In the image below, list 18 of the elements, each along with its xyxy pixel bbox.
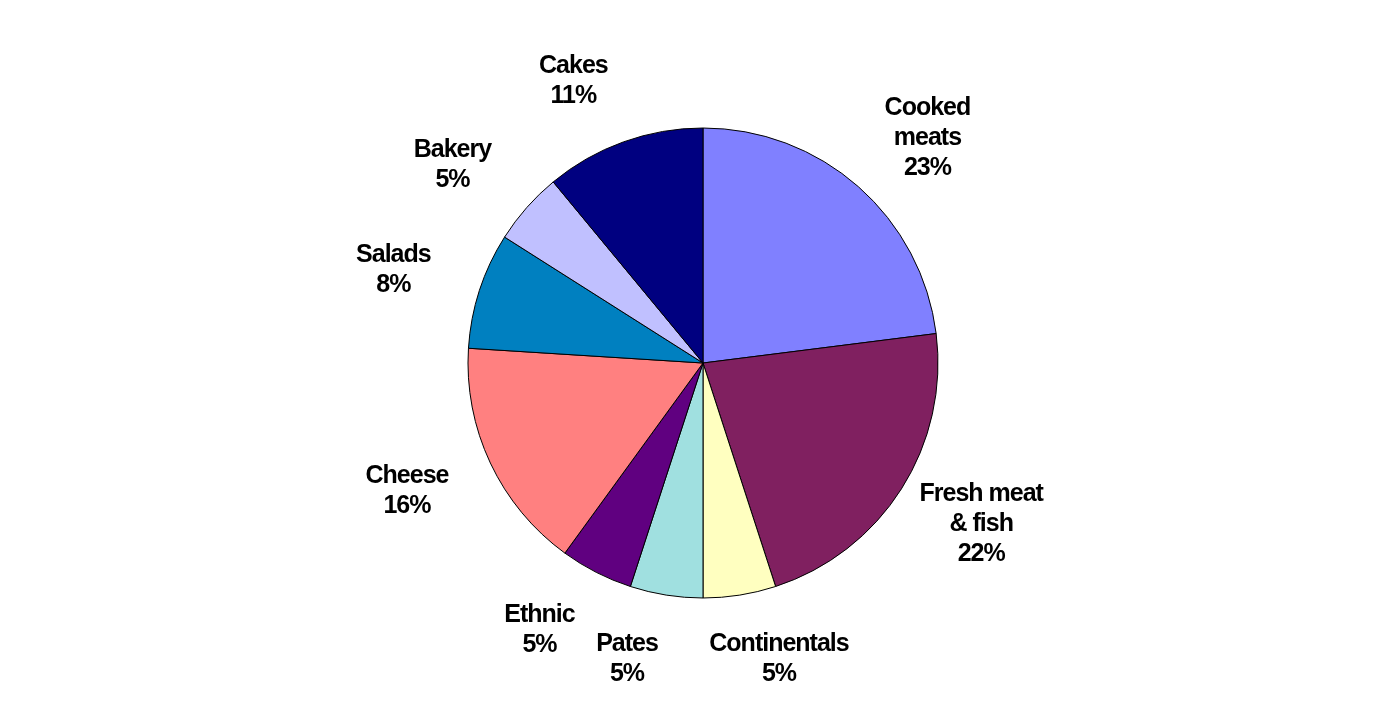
- slice-label: Pates: [596, 628, 658, 657]
- data-label: 16%: [383, 489, 432, 518]
- data-label: 5%: [435, 163, 471, 192]
- data-label: 5%: [609, 658, 645, 687]
- slice-label: Cheese: [365, 459, 450, 488]
- data-label: 5%: [761, 658, 797, 687]
- data-label: 8%: [376, 269, 412, 298]
- slice-label: Salads: [356, 239, 431, 268]
- data-label: 11%: [550, 79, 597, 108]
- slice-label: Fresh meat & fish: [919, 477, 1045, 536]
- slice-label: Cooked meats: [884, 91, 971, 150]
- data-label: 22%: [957, 537, 1006, 566]
- slice-label: Bakery: [413, 133, 493, 162]
- slice-label: Cakes: [539, 49, 608, 78]
- slice-label: Ethnic: [504, 599, 576, 628]
- slice-label: Continentals: [709, 628, 849, 657]
- data-label: 23%: [903, 151, 952, 180]
- data-label: 5%: [522, 629, 558, 658]
